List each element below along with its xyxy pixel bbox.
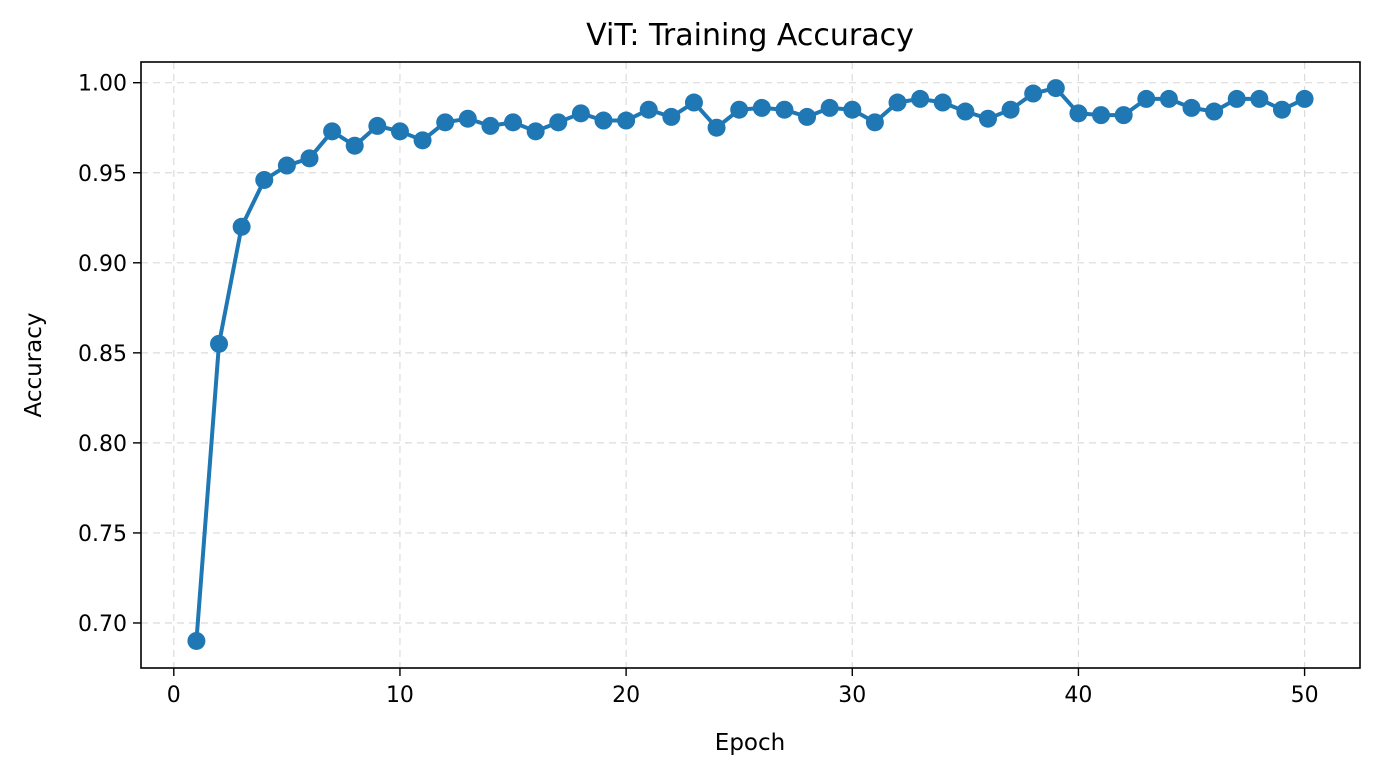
data-point <box>730 100 749 119</box>
data-point <box>1024 84 1043 103</box>
x-tick-label: 30 <box>838 683 866 708</box>
data-point <box>662 107 681 126</box>
data-point <box>481 116 500 135</box>
data-point <box>549 113 568 132</box>
y-tick-label: 0.80 <box>78 432 127 457</box>
data-point <box>323 122 342 141</box>
data-point <box>752 98 771 117</box>
data-point <box>639 100 658 119</box>
x-axis-label: Epoch <box>715 730 785 756</box>
data-point <box>1205 102 1224 121</box>
x-tick-label: 0 <box>167 683 181 708</box>
axis-ticks: 0 10 20 30 40 50 0.70 0.75 0.80 0.85 0.90 0.95 1.00 <box>78 72 1319 708</box>
data-point <box>1114 106 1133 125</box>
data-point <box>1159 89 1178 108</box>
data-point <box>888 93 907 112</box>
y-tick-label: 1.00 <box>78 72 127 97</box>
data-point <box>187 631 206 650</box>
x-tick-label: 50 <box>1291 683 1319 708</box>
data-point <box>843 100 862 119</box>
plot-frame <box>140 61 1361 669</box>
data-point <box>1069 104 1088 123</box>
data-point <box>1046 79 1065 98</box>
y-tick-label: 0.85 <box>78 342 127 367</box>
data-point <box>232 217 251 236</box>
y-tick-label: 0.90 <box>78 252 127 277</box>
data-point <box>390 122 409 141</box>
data-point <box>571 104 590 123</box>
data-point <box>368 116 387 135</box>
data-point <box>865 113 884 132</box>
y-tick-label: 0.70 <box>78 612 127 637</box>
data-point <box>526 122 545 141</box>
data-point <box>504 113 523 132</box>
data-point <box>1227 89 1246 108</box>
data-point <box>1001 100 1020 119</box>
data-point <box>956 102 975 121</box>
x-tick-label: 10 <box>386 683 414 708</box>
data-point <box>978 109 997 128</box>
data-point <box>707 118 726 137</box>
data-point <box>820 98 839 117</box>
data-point <box>911 89 930 108</box>
data-point <box>436 113 455 132</box>
data-point <box>1295 89 1314 108</box>
data-point <box>210 334 229 353</box>
data-point <box>1092 106 1111 125</box>
data-point <box>255 170 274 189</box>
data-point <box>1137 89 1156 108</box>
data-point <box>933 93 952 112</box>
y-axis-label: Accuracy <box>21 312 47 417</box>
data-point <box>798 107 817 126</box>
data-point <box>775 100 794 119</box>
grid-lines <box>141 62 1360 668</box>
y-tick-label: 0.75 <box>78 522 127 547</box>
data-point <box>345 136 364 155</box>
x-tick-label: 20 <box>612 683 640 708</box>
data-point <box>684 93 703 112</box>
data-point <box>413 131 432 150</box>
data-point <box>300 149 319 168</box>
data-point <box>1250 89 1269 108</box>
data-point <box>594 111 613 130</box>
series-line <box>194 86 1306 642</box>
data-point <box>458 109 477 128</box>
data-point <box>1182 98 1201 117</box>
chart-title: ViT: Training Accuracy <box>586 18 914 53</box>
data-point <box>1272 100 1291 119</box>
x-tick-label: 40 <box>1064 683 1092 708</box>
data-points <box>187 79 1314 650</box>
data-point <box>277 156 296 175</box>
data-point <box>617 111 636 130</box>
y-tick-label: 0.95 <box>78 162 127 187</box>
